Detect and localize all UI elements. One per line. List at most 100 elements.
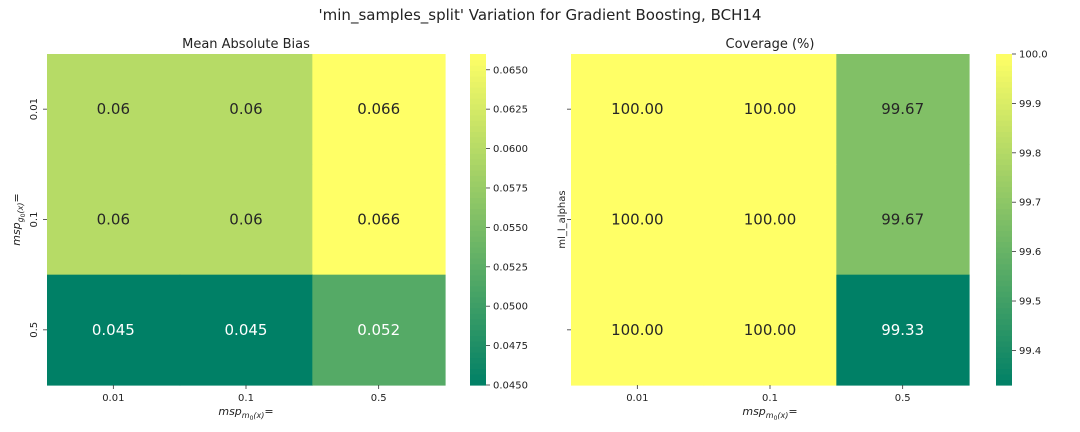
x-axis-label: mspm0(x)= — [742, 405, 797, 422]
colorbar-segment — [470, 291, 486, 298]
heatmap-cell — [312, 274, 446, 386]
colorbar-tick-label: 99.4 — [1019, 346, 1041, 357]
x-axis-label: mspm0(x)= — [218, 405, 273, 422]
colorbar-segment — [470, 230, 486, 237]
y-axis-label-base: msp — [10, 222, 23, 245]
colorbar-tick-label: 0.0650 — [493, 65, 528, 76]
colorbar-segment — [470, 120, 486, 127]
y-axis-label-sub: g — [16, 217, 25, 222]
colorbar-segment — [996, 307, 1012, 314]
colorbar-segment — [470, 241, 486, 248]
colorbar-segment — [470, 197, 486, 204]
colorbar-segment — [996, 186, 1012, 193]
heatmap-cell — [312, 54, 446, 165]
colorbar-segment — [470, 65, 486, 72]
colorbar-segment — [470, 357, 486, 364]
cell-value-label: 0.06 — [97, 100, 130, 118]
colorbar-segment — [996, 269, 1012, 276]
x-axis-label-base: msp — [742, 405, 765, 418]
colorbar-segment — [996, 313, 1012, 320]
heatmap-cell — [312, 164, 446, 276]
colorbar-segment — [996, 213, 1012, 221]
colorbar-tick-label: 99.7 — [1019, 198, 1041, 209]
colorbar-segment — [996, 59, 1012, 66]
heatmap-cell — [571, 164, 705, 276]
colorbar-segment — [996, 142, 1012, 149]
x-tick-label: 0.1 — [238, 393, 254, 404]
colorbar-segment — [996, 197, 1012, 204]
colorbar-segment — [470, 368, 486, 375]
heatmap-cell — [47, 164, 181, 276]
colorbar-segment — [470, 98, 486, 105]
colorbar-segment — [996, 114, 1012, 121]
colorbar-segment — [470, 225, 486, 232]
colorbar-segment — [470, 92, 486, 99]
colorbar-segment — [996, 296, 1012, 303]
colorbar-segment — [470, 362, 486, 370]
colorbar-segment — [996, 362, 1012, 370]
colorbar-segment — [996, 373, 1012, 381]
colorbar-segment — [470, 236, 486, 243]
colorbar-segment — [470, 213, 486, 221]
colorbar-segment — [996, 54, 1012, 61]
colorbar-segment — [470, 280, 486, 287]
colorbar-segment — [470, 125, 486, 132]
colorbar-segment — [470, 191, 486, 199]
cell-value-label: 0.06 — [229, 100, 262, 118]
colorbar-segment — [470, 274, 486, 281]
cell-value-label: 0.06 — [97, 211, 130, 229]
colorbar-segment — [996, 169, 1012, 176]
colorbar-segment — [470, 169, 486, 176]
colorbar-segment — [996, 285, 1012, 292]
colorbar-segment — [996, 87, 1012, 94]
colorbar-segment — [470, 379, 486, 386]
x-axis-label-subsub: 0 — [774, 415, 778, 422]
colorbar-segment — [996, 291, 1012, 298]
cell-value-label: 100.00 — [744, 211, 797, 229]
colorbar-segment — [996, 230, 1012, 237]
x-axis-label-sub: m — [766, 411, 774, 420]
colorbar-segment — [470, 219, 486, 226]
colorbar-tick-label: 0.0600 — [493, 144, 528, 155]
colorbar-segment — [996, 191, 1012, 199]
colorbar-tick-label: 0.0525 — [493, 262, 528, 273]
x-axis-label-tail: = — [264, 405, 273, 418]
x-axis-label-after: (x) — [777, 411, 788, 420]
colorbar-segment — [996, 175, 1012, 182]
colorbar-segment — [470, 335, 486, 342]
colorbar-tick-label: 99.9 — [1019, 99, 1041, 110]
colorbar-segment — [996, 340, 1012, 347]
heatmap-cell — [836, 54, 970, 165]
colorbar-tick-label: 0.0550 — [493, 223, 528, 234]
colorbar-segment — [996, 318, 1012, 325]
colorbar-segment — [996, 164, 1012, 171]
colorbar-tick-label: 100.0 — [1019, 50, 1048, 61]
colorbar-segment — [470, 136, 486, 143]
colorbar-segment — [996, 76, 1012, 83]
x-axis-label-subsub: 0 — [250, 415, 254, 422]
colorbar-segment — [996, 324, 1012, 331]
x-tick-label: 0.1 — [762, 393, 778, 404]
colorbar-segment — [996, 158, 1012, 165]
colorbar-segment — [470, 87, 486, 94]
colorbar-segment — [470, 59, 486, 66]
colorbar-segment — [996, 125, 1012, 132]
colorbar-segment — [996, 241, 1012, 248]
colorbar-segment — [996, 368, 1012, 375]
colorbar-segment — [470, 142, 486, 149]
colorbar-segment — [996, 109, 1012, 116]
colorbar-segment — [470, 70, 486, 77]
colorbar-segment — [470, 307, 486, 314]
heatmap-cell — [179, 164, 313, 276]
colorbar-segment — [470, 258, 486, 265]
panel-title: Coverage (%) — [726, 37, 815, 52]
colorbar-segment — [470, 329, 486, 336]
colorbar-segment — [996, 302, 1012, 309]
y-axis-label: ml_l_alphas — [557, 190, 568, 248]
heatmap-cell — [836, 274, 970, 386]
x-tick-label: 0.5 — [895, 393, 911, 404]
cell-value-label: 100.00 — [744, 321, 797, 339]
colorbar-segment — [996, 219, 1012, 226]
